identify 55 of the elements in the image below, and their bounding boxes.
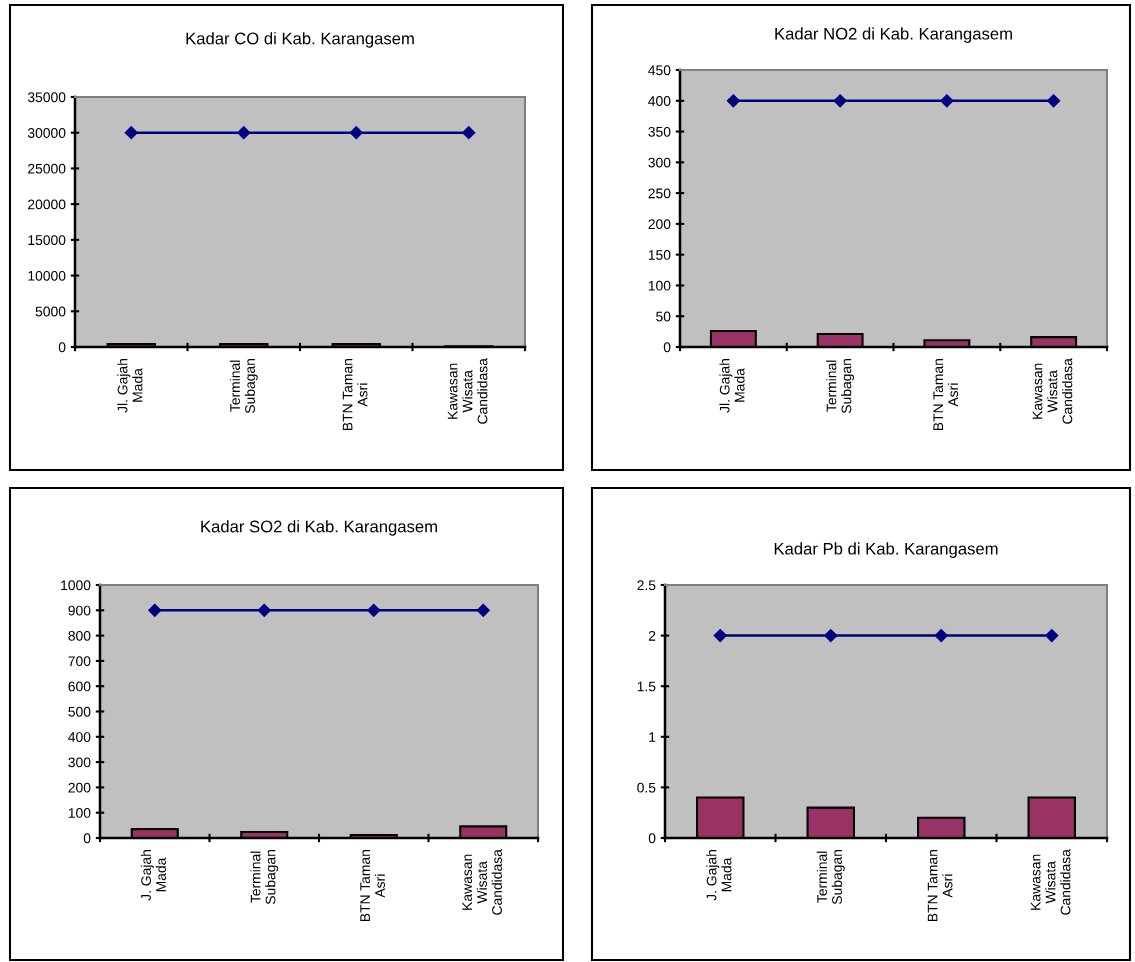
x-tick-label: Terminal Subagan (250, 850, 279, 905)
chart-title: Kadar NO2 di Kab. Karangasem (775, 27, 1012, 43)
y-tick-label: 50 (656, 311, 671, 322)
y-tick-label: 500 (68, 706, 91, 717)
y-tick-label: 0 (83, 833, 91, 844)
y-tick-label: 250 (648, 188, 671, 199)
y-tick-label: 2 (648, 630, 656, 641)
y-tick-label: 10000 (28, 270, 66, 281)
y-tick-label: 200 (68, 782, 91, 793)
chart-title: Kadar Pb di Kab. Karangasem (774, 542, 998, 558)
y-tick-label: 400 (68, 732, 91, 742)
y-tick-label: 30000 (27, 128, 66, 138)
chart-title: Kadar CO di Kab. Karangasem (186, 32, 414, 48)
x-tick-label: J. Gajah Mada (140, 850, 166, 901)
y-tick-label: 350 (648, 126, 671, 137)
y-tick-label: 5000 (35, 306, 66, 317)
y-tick-label: 1 (649, 732, 656, 742)
y-tick-label: 20000 (28, 199, 66, 210)
y-tick-label: 2.5 (637, 580, 656, 591)
y-tick-label: 600 (68, 681, 91, 692)
y-tick-label: 0.5 (637, 782, 656, 793)
y-tick-label: 25000 (28, 163, 66, 174)
y-tick-label: 100 (68, 808, 91, 818)
y-tick-label: 450 (648, 65, 671, 76)
x-tick-label: BTN Taman Asri (342, 359, 368, 431)
x-tick-label: Kawasan Wisata Candidasa (1030, 849, 1071, 915)
y-tick-label: 200 (648, 219, 671, 230)
y-tick-label: 800 (68, 630, 91, 641)
x-tick-label: BTN Taman Asri (927, 850, 953, 922)
x-tick-label: Kawasan Wisata Candidasa (462, 849, 502, 915)
y-tick-label: 300 (68, 757, 91, 768)
y-tick-label: 300 (648, 157, 671, 168)
x-tick-label: Jl. Gajah Mada (719, 359, 745, 413)
x-tick-label: Terminal Subagan (826, 359, 855, 414)
y-tick-label: 400 (648, 96, 671, 106)
y-tick-label: 100 (648, 280, 671, 291)
y-tick-label: 0 (58, 342, 66, 353)
y-tick-label: 1.5 (637, 681, 656, 692)
x-tick-label: BTN Taman Asri (933, 359, 959, 431)
x-tick-label: Jl. Gajah Mada (117, 359, 143, 413)
x-tick-label: Terminal Subagan (816, 850, 845, 905)
y-tick-label: 0 (648, 833, 656, 844)
x-tick-label: Kawasan Wisata Candidasa (1032, 358, 1073, 424)
y-tick-label: 0 (663, 342, 671, 353)
y-tick-label: 150 (648, 250, 671, 260)
y-tick-label: 900 (68, 605, 91, 616)
y-tick-label: 35000 (27, 92, 66, 103)
x-tick-label: Terminal Subagan (229, 359, 258, 414)
chart-title: Kadar SO2 di Kab. Karangasem (201, 520, 437, 536)
x-tick-label: J. Gajah Mada (706, 850, 732, 901)
y-tick-label: 15000 (28, 235, 66, 246)
y-tick-label: 1000 (61, 580, 91, 591)
x-tick-label: BTN Taman Asri (360, 850, 385, 922)
y-tick-label: 700 (68, 656, 91, 667)
x-tick-label: Kawasan Wisata Candidasa (447, 358, 488, 424)
